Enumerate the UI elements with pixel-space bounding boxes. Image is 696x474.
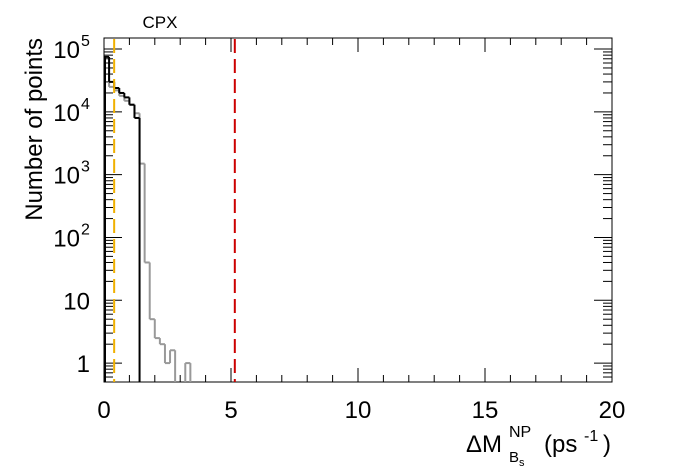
svg-text:B: B: [509, 449, 519, 466]
tick-marks: [103, 38, 613, 383]
x-tick-label: 0: [97, 397, 110, 424]
x-axis-title-sub: B: [509, 449, 519, 466]
x-axis-unit-sup: -1: [584, 428, 598, 445]
y-tick-label-base: 10: [53, 37, 80, 64]
svg-text:(ps: (ps: [544, 431, 577, 458]
y-tick-label: 10: [63, 288, 90, 315]
y-tick-label-exp: 4: [81, 96, 90, 113]
y-tick-label-base: 10: [53, 163, 80, 190]
x-axis-unit-pre: (ps: [544, 431, 577, 458]
svg-text:ΔM: ΔM: [466, 431, 502, 458]
svg-text:NP: NP: [509, 424, 531, 441]
y-tick-label: 10 3: [53, 159, 90, 190]
y-tick-label-base: 10: [53, 225, 80, 252]
y-tick-label-base: 1: [77, 351, 90, 378]
x-axis-title-main: ΔM: [466, 431, 502, 458]
x-tick-label: 15: [472, 397, 499, 424]
y-tick-label: 1: [77, 351, 90, 378]
x-axis-unit-post: ): [603, 431, 611, 458]
reference-lines: [113, 39, 236, 382]
svg-text:s: s: [519, 457, 525, 469]
y-tick-label-base: 10: [53, 100, 80, 127]
x-tick-label: 10: [345, 397, 372, 424]
y-tick-label-exp: 2: [81, 221, 90, 238]
svg-text:): ): [603, 431, 611, 458]
chart-title: CPX: [143, 13, 178, 32]
histogram-series: [104, 55, 141, 382]
y-tick-label: 10 2: [53, 221, 90, 252]
plot-frame: [103, 37, 613, 383]
x-tick-labels: 0 5 10 15 20: [97, 397, 625, 424]
series-layer: [104, 55, 192, 382]
y-tick-label: 10 5: [53, 33, 90, 64]
x-axis-title-subsub: s: [519, 457, 525, 469]
svg-text:-1: -1: [584, 428, 598, 445]
histogram-series: [104, 66, 192, 382]
y-axis-title: Number of points: [21, 38, 48, 221]
y-tick-label: 10 4: [53, 96, 90, 127]
x-tick-label: 20: [599, 397, 626, 424]
y-tick-label-base: 10: [63, 288, 90, 315]
x-tick-label: 5: [224, 397, 237, 424]
x-axis-title-sup: NP: [509, 424, 531, 441]
y-tick-label-exp: 5: [81, 33, 90, 50]
y-tick-label-exp: 3: [81, 159, 90, 176]
x-axis-title: ΔM B s NP (ps -1 ): [466, 424, 611, 469]
